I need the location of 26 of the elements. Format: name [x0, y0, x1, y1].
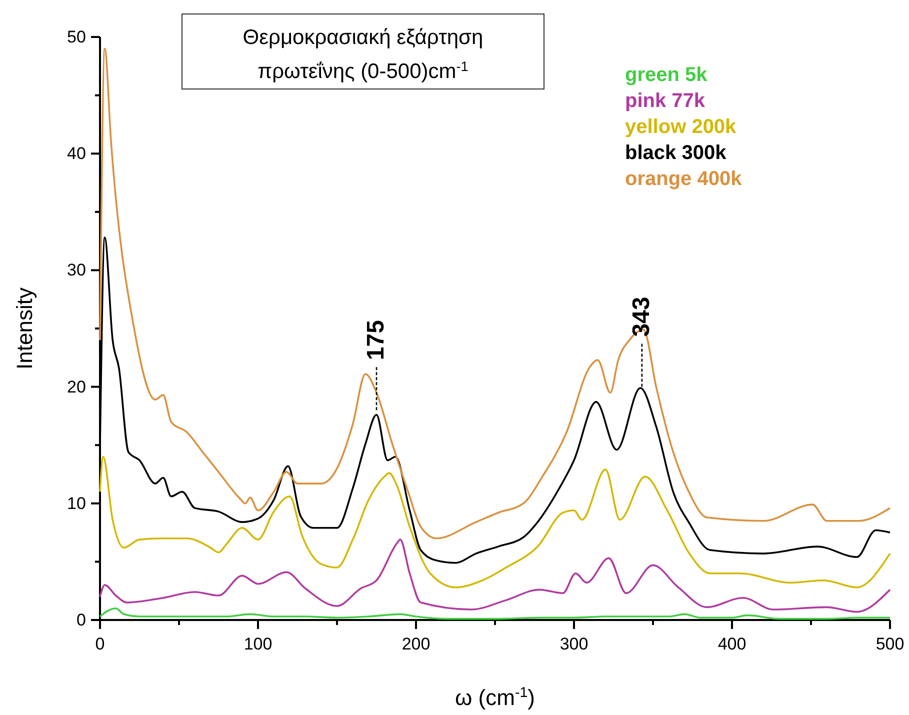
x-axis-title: ω (cm$^{-1}$)	[455, 685, 535, 710]
chart-title: Θερμοκρασιακή εξάρτηση	[242, 26, 484, 49]
text: orange 400k	[625, 168, 743, 190]
text: yellow 200k	[625, 116, 738, 138]
text: green 5k	[625, 64, 708, 86]
line-series	[99, 456, 891, 588]
line-series	[99, 538, 891, 613]
x-tick-label: 500	[876, 634, 904, 654]
y-axis-title: Intensity	[12, 288, 37, 370]
y-tick-label: 50	[66, 27, 86, 46]
x-tick-label: 0	[95, 634, 105, 654]
x-tick-label: 100	[244, 634, 272, 654]
x-tick-label: 300	[560, 634, 588, 654]
text: black 300k	[625, 142, 728, 164]
x-tick-label: 400	[718, 634, 746, 654]
title-frame: Θερμοκρασιακή εξάρτηση πρωτεΐνης (0-500)cm$^{-1}$	[182, 14, 544, 90]
y-tick-label: 10	[66, 494, 86, 513]
y-tick-label: 30	[66, 260, 86, 280]
annotation: 175	[362, 320, 390, 360]
y-tick-label: 0	[76, 610, 86, 630]
y-tick-label: 20	[66, 377, 86, 396]
line-series	[99, 48, 891, 540]
annotation: 343	[628, 296, 655, 337]
text: pink 77k	[625, 90, 706, 112]
y-tick-label: 40	[66, 144, 86, 164]
x-tick-label: 200	[402, 634, 430, 654]
